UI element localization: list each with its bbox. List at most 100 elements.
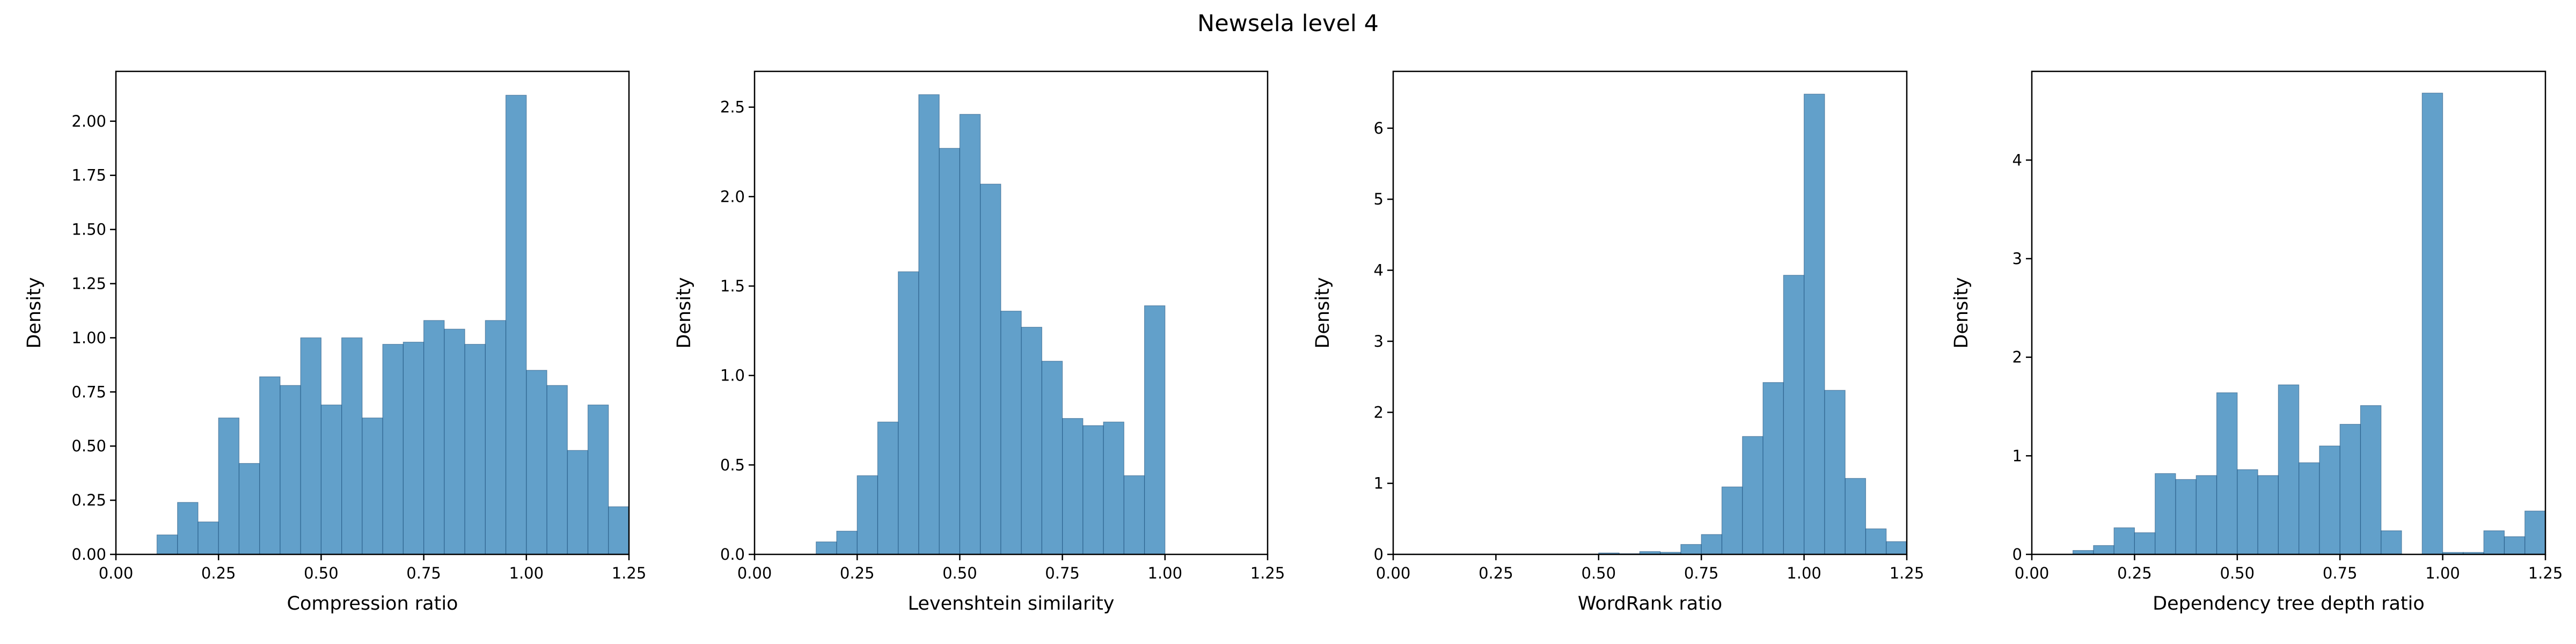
y-tick-label: 5	[1374, 190, 1384, 208]
x-tick-label: 0.00	[99, 564, 134, 582]
histogram-bar	[546, 385, 568, 554]
y-tick-label: 0.5	[720, 456, 745, 474]
histogram-bar	[1762, 382, 1784, 554]
histogram-bar	[1742, 436, 1763, 554]
histogram-levenshtein-similarity: 0.00 0.25 0.50 0.75 1.00 1.25 0.0 0.5 1.0 1.5 2.0 2…	[674, 70, 1285, 614]
histogram-bar	[939, 148, 961, 554]
y-tick-label: 2	[1374, 403, 1384, 421]
histogram-bar	[608, 506, 629, 554]
histogram-bar	[1082, 425, 1104, 554]
histogram-wordrank-ratio: 0.00 0.25 0.50 0.75 1.00 1.25 0 1 2 3 4 5 6 WordRank …	[1312, 70, 1924, 614]
histogram-bar	[2113, 527, 2135, 554]
histogram-bar	[1721, 486, 1743, 554]
histogram-bar	[2319, 445, 2340, 554]
x-tick-label: 0.25	[840, 564, 875, 582]
histogram-bar	[836, 531, 858, 554]
histogram-bar	[2360, 405, 2382, 554]
histogram-bar	[816, 541, 837, 554]
histogram-bar	[2257, 475, 2279, 554]
y-tick-label: 1.5	[720, 277, 745, 295]
histogram-bar	[485, 320, 507, 554]
histogram-bar	[2216, 392, 2238, 554]
histogram-bar	[2278, 384, 2300, 554]
histogram-bar	[177, 502, 199, 554]
y-tick-label: 0	[2012, 545, 2022, 564]
histogram-bar	[1021, 327, 1042, 554]
histogram-bar	[587, 404, 609, 554]
figure-title: Newsela level 4	[1197, 10, 1379, 37]
histogram-bar	[2237, 469, 2258, 554]
x-tick-label: 0.75	[2323, 564, 2358, 582]
x-tick-label: 0.00	[1376, 564, 1411, 582]
histogram-bar	[280, 385, 301, 554]
plot-frame	[115, 70, 630, 555]
bars	[2072, 92, 2545, 554]
histogram-bar	[2093, 545, 2114, 554]
histogram-bar	[2381, 530, 2402, 554]
y-tick-label: 4	[2012, 151, 2022, 169]
y-tick-label: 1.75	[71, 166, 106, 185]
histogram-dependency-tree-depth-ratio: 0.00 0.25 0.50 0.75 1.00 1.25 0 1 2 3 4 Dependency …	[1951, 70, 2563, 614]
histogram-bar	[2196, 475, 2218, 554]
x-axis-label: Dependency tree depth ratio	[2153, 593, 2425, 614]
x-tick-label: 1.00	[2425, 564, 2460, 582]
x-tick-label: 1.00	[1148, 564, 1183, 582]
histogram-bar	[567, 450, 589, 554]
histogram-bar	[1865, 528, 1887, 554]
x-tick-label: 1.25	[1890, 564, 1924, 582]
x-tick-label: 1.25	[2528, 564, 2563, 582]
histogram-bar	[464, 343, 486, 554]
x-axis-label: Compression ratio	[287, 593, 458, 614]
y-tick-label: 6	[1374, 119, 1384, 137]
x-tick-label: 0.50	[942, 564, 977, 582]
x-tick-label: 0.75	[1684, 564, 1719, 582]
x-tick-label: 1.25	[612, 564, 647, 582]
histogram-bar	[423, 320, 445, 554]
histogram-bar	[2504, 536, 2526, 554]
histogram-bar	[197, 521, 219, 554]
histogram-bar	[877, 421, 899, 554]
histogram-bar	[402, 341, 425, 554]
histogram-bar	[857, 475, 879, 554]
histogram-compression-ratio: 0.00 0.25 0.50 0.75 1.00 1.25 0.00 0.25 0.50 0.75…	[24, 70, 647, 614]
y-tick-label: 0	[1374, 545, 1384, 564]
histogram-bar	[1783, 275, 1805, 554]
histogram-bar	[918, 94, 940, 554]
x-tick-label: 0.50	[304, 564, 339, 582]
x-tick-label: 1.00	[509, 564, 544, 582]
y-tick-label: 0.75	[71, 383, 106, 401]
histogram-bar	[1824, 390, 1846, 554]
y-tick-label: 1.25	[71, 275, 106, 293]
histogram-bar	[382, 343, 404, 554]
bars	[156, 94, 629, 554]
x-tick-label: 0.75	[406, 564, 441, 582]
histogram-bar	[1000, 311, 1022, 554]
y-tick-label: 2.0	[720, 187, 745, 206]
x-tick-label: 0.25	[2117, 564, 2152, 582]
y-tick-label: 3	[1374, 332, 1384, 350]
y-tick-label: 2.00	[71, 112, 106, 130]
x-tick-label: 0.00	[2015, 564, 2050, 582]
x-tick-label: 0.75	[1045, 564, 1080, 582]
histogram-bar	[362, 418, 383, 554]
y-tick-label: 1.00	[71, 328, 106, 347]
histogram-bar	[2155, 473, 2176, 554]
histogram-bar	[898, 271, 919, 554]
histogram-bar	[1886, 541, 1907, 554]
histogram-bar	[2483, 530, 2505, 554]
histogram-bar	[1701, 534, 1723, 554]
histogram-bar	[1144, 305, 1166, 554]
histogram-bar	[959, 114, 981, 554]
y-tick-label: 1.50	[71, 221, 106, 239]
y-axis-label: Density	[674, 277, 695, 348]
histogram-bar	[1845, 478, 1867, 554]
plot-frame	[2031, 70, 2546, 555]
y-tick-label: 2	[2012, 348, 2022, 367]
y-axis-label: Density	[24, 277, 45, 348]
y-tick-label: 0.50	[71, 437, 106, 455]
y-axis-label: Density	[1951, 277, 1972, 348]
x-tick-label: 0.50	[2220, 564, 2255, 582]
x-axis-label: Levenshtein similarity	[908, 593, 1114, 614]
histogram-bar	[238, 463, 260, 554]
